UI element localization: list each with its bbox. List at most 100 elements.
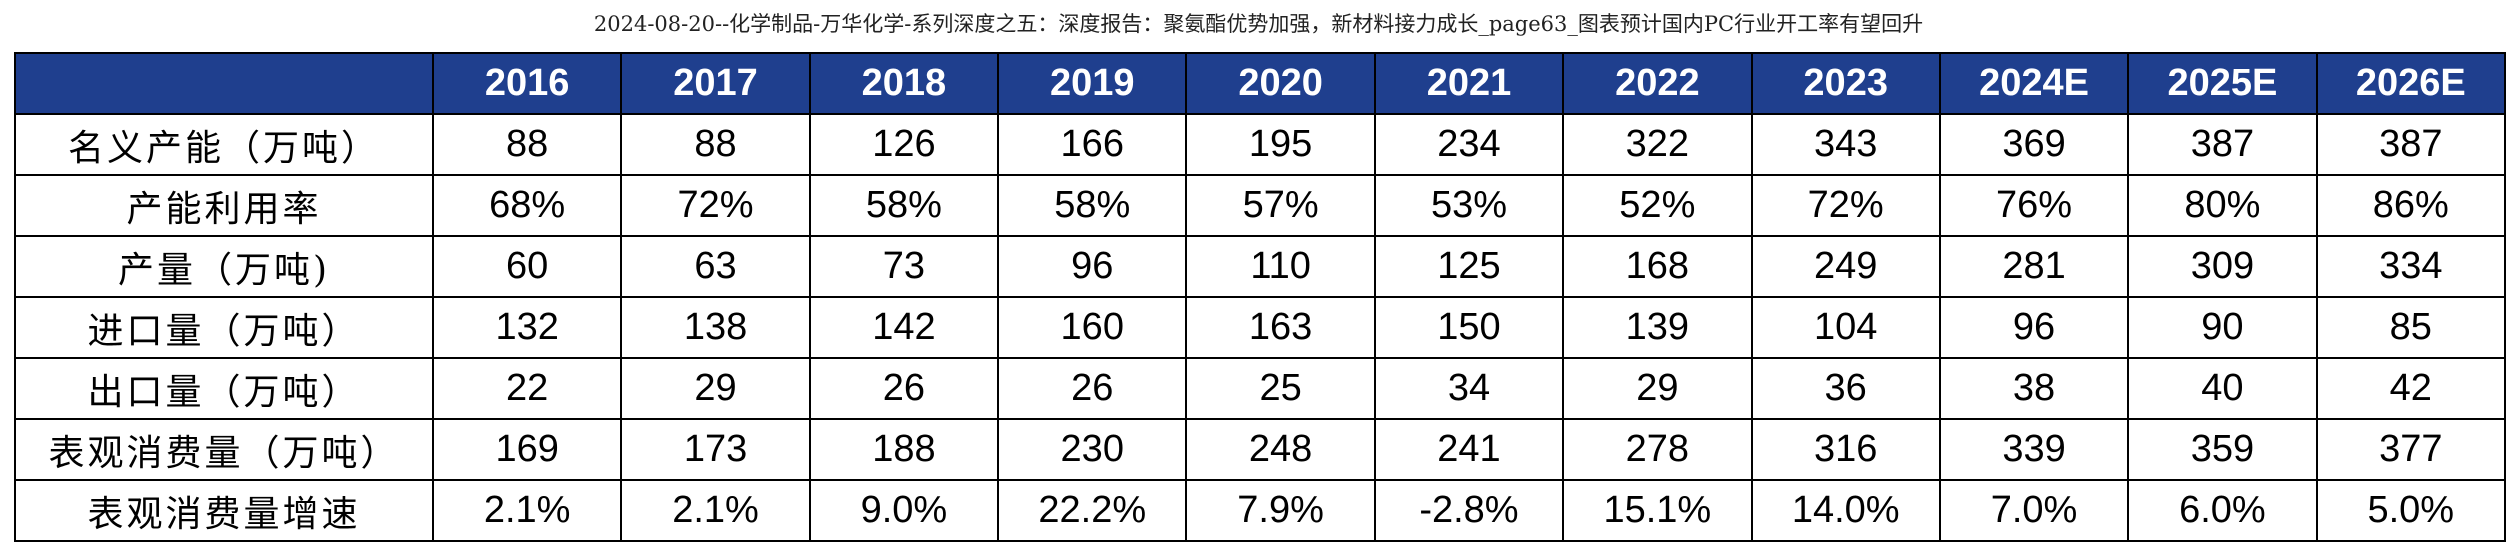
table-cell: 7.9% [1185, 479, 1376, 542]
table-cell: 234 [1373, 113, 1565, 176]
table-cell: 96 [1938, 296, 2130, 359]
table-cell: 5.0% [2315, 479, 2507, 542]
column-header-2018: 2018 [808, 52, 1000, 115]
table-cell: 110 [1185, 235, 1376, 298]
column-header-2022: 2022 [1562, 52, 1753, 115]
table-cell: 53% [1373, 174, 1565, 237]
table-cell: 322 [1562, 113, 1753, 176]
table-cell: 168 [1562, 235, 1753, 298]
header-row: 2016 2017 2018 2019 2020 2021 2022 2023 2024E 202… [14, 52, 2507, 115]
row-label: 出口量（万吨） [14, 357, 434, 420]
table-cell: 241 [1373, 418, 1565, 481]
table-cell: 173 [620, 418, 811, 481]
table-cell: 58% [808, 174, 1000, 237]
table-cell: 29 [620, 357, 811, 420]
table-cell: 126 [808, 113, 1000, 176]
table-cell: 142 [808, 296, 1000, 359]
table-cell: 2.1% [620, 479, 811, 542]
table-cell: 169 [431, 418, 623, 481]
table-cell: 88 [431, 113, 623, 176]
table-row: 出口量（万吨） 22 29 26 26 25 34 29 36 38 40 42 [14, 357, 2507, 420]
table-cell: 86% [2315, 174, 2507, 237]
table-cell: 85 [2315, 296, 2507, 359]
column-header-2020: 2020 [1185, 52, 1376, 115]
table-cell: 68% [431, 174, 623, 237]
table-cell: 15.1% [1562, 479, 1753, 542]
table-cell: 26 [808, 357, 1000, 420]
table-cell: 166 [997, 113, 1188, 176]
table-cell: 63 [620, 235, 811, 298]
table-cell: 139 [1562, 296, 1753, 359]
table-cell: 96 [997, 235, 1188, 298]
table-cell: 34 [1373, 357, 1565, 420]
row-label: 表观消费量（万吨） [14, 418, 434, 481]
header-corner-cell [14, 52, 434, 115]
table-cell: 387 [2315, 113, 2507, 176]
table-cell: 42 [2315, 357, 2507, 420]
table-cell: 150 [1373, 296, 1565, 359]
table-cell: 88 [620, 113, 811, 176]
table-cell: 104 [1750, 296, 1941, 359]
table-cell: 22 [431, 357, 623, 420]
row-label: 名义产能（万吨） [14, 113, 434, 176]
row-label: 产能利用率 [14, 174, 434, 237]
column-header-2017: 2017 [620, 52, 811, 115]
table-cell: 163 [1185, 296, 1376, 359]
table-cell: 7.0% [1938, 479, 2130, 542]
table-cell: 72% [1750, 174, 1941, 237]
table-cell: -2.8% [1373, 479, 1565, 542]
table-cell: 339 [1938, 418, 2130, 481]
table-cell: 25 [1185, 357, 1376, 420]
table-cell: 73 [808, 235, 1000, 298]
table-cell: 249 [1750, 235, 1941, 298]
column-header-2024e: 2024E [1938, 52, 2130, 115]
table-cell: 160 [997, 296, 1188, 359]
table-cell: 230 [997, 418, 1188, 481]
table-cell: 281 [1938, 235, 2130, 298]
table-body: 名义产能（万吨） 88 88 126 166 195 234 322 343 369 387 387 产… [14, 113, 2507, 542]
table-cell: 52% [1562, 174, 1753, 237]
table-cell: 343 [1750, 113, 1941, 176]
table-row: 产能利用率 68% 72% 58% 58% 57% 53% 52% 72% 76% 80% 86% [14, 174, 2507, 237]
table-row: 进口量（万吨） 132 138 142 160 163 150 139 104 96 90 85 [14, 296, 2507, 359]
table-cell: 14.0% [1750, 479, 1941, 542]
table-cell: 309 [2127, 235, 2318, 298]
document-title: 2024-08-20--化学制品-万华化学-系列深度之五：深度报告：聚氨酯优势加… [593, 12, 1924, 36]
column-header-2021: 2021 [1373, 52, 1565, 115]
table-cell: 125 [1373, 235, 1565, 298]
table-cell: 132 [431, 296, 623, 359]
column-header-2023: 2023 [1750, 52, 1941, 115]
table-cell: 72% [620, 174, 811, 237]
table-cell: 387 [2127, 113, 2318, 176]
table-cell: 90 [2127, 296, 2318, 359]
table-row: 名义产能（万吨） 88 88 126 166 195 234 322 343 369 387 387 [14, 113, 2507, 176]
table-cell: 58% [997, 174, 1188, 237]
row-label: 表观消费量增速 [14, 479, 434, 542]
table-cell: 369 [1938, 113, 2130, 176]
column-header-2019: 2019 [997, 52, 1188, 115]
table-cell: 36 [1750, 357, 1941, 420]
table-cell: 40 [2127, 357, 2318, 420]
table-cell: 138 [620, 296, 811, 359]
table-row: 表观消费量增速 2.1% 2.1% 9.0% 22.2% 7.9% -2.8% 15.1% 14… [14, 479, 2507, 542]
table-cell: 195 [1185, 113, 1376, 176]
table-cell: 248 [1185, 418, 1376, 481]
column-header-2026e: 2026E [2315, 52, 2507, 115]
table-cell: 22.2% [997, 479, 1188, 542]
column-header-2016: 2016 [431, 52, 623, 115]
table-cell: 2.1% [431, 479, 623, 542]
column-header-2025e: 2025E [2127, 52, 2318, 115]
table-cell: 76% [1938, 174, 2130, 237]
table-cell: 26 [997, 357, 1188, 420]
table-cell: 29 [1562, 357, 1753, 420]
table-cell: 57% [1185, 174, 1376, 237]
table-cell: 359 [2127, 418, 2318, 481]
table-row: 表观消费量（万吨） 169 173 188 230 248 241 278 316 339 359 3… [14, 418, 2507, 481]
table-cell: 377 [2315, 418, 2507, 481]
table-cell: 188 [808, 418, 1000, 481]
row-label: 产量（万吨) [14, 235, 434, 298]
table-cell: 38 [1938, 357, 2130, 420]
table-cell: 9.0% [808, 479, 1000, 542]
table-cell: 6.0% [2127, 479, 2318, 542]
table-cell: 278 [1562, 418, 1753, 481]
